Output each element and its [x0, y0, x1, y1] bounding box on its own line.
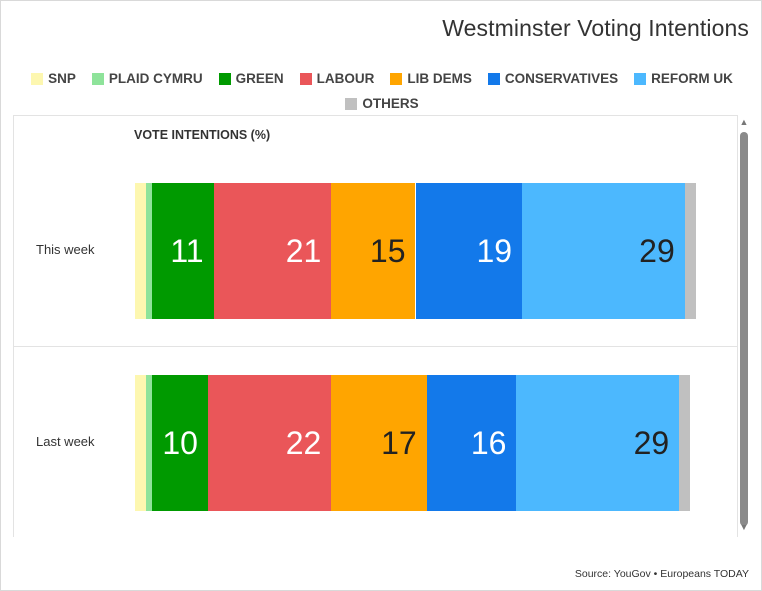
data-label: 17	[381, 425, 417, 461]
data-label: 22	[285, 425, 322, 461]
legend-swatch	[487, 72, 500, 85]
legend-item[interactable]: PLAID CYMRU	[91, 70, 203, 87]
scroll-down-icon[interactable]: ▼	[739, 522, 749, 532]
scroll-thumb[interactable]	[740, 132, 748, 526]
chart-title: Westminster Voting Intentions	[442, 15, 749, 41]
bar-segment[interactable]	[146, 183, 152, 319]
bar-segment[interactable]	[684, 183, 696, 319]
legend-item[interactable]: LABOUR	[299, 70, 375, 87]
bar-segment[interactable]	[213, 183, 332, 319]
legend-label: REFORM UK	[651, 71, 733, 86]
data-label: 16	[470, 425, 507, 461]
legend-label: LIB DEMS	[407, 71, 472, 86]
data-label: 29	[639, 233, 675, 269]
legend-swatch	[218, 72, 231, 85]
bar-segment[interactable]	[135, 375, 147, 511]
legend-label: GREEN	[235, 71, 284, 86]
bar-segment[interactable]	[207, 375, 332, 511]
legend-swatch	[390, 72, 403, 85]
legend-item[interactable]: GREEN	[218, 70, 284, 87]
bar-segment[interactable]	[415, 183, 523, 319]
legend-item[interactable]: CONSERVATIVES	[487, 70, 619, 87]
legend-swatch	[634, 72, 647, 85]
data-label: 10	[162, 425, 198, 461]
axis-title: VOTE INTENTIONS (%)	[134, 128, 271, 142]
legend-label: LABOUR	[316, 71, 375, 86]
legend-item[interactable]: SNP	[31, 70, 76, 87]
scroll-up-icon[interactable]: ▲	[739, 117, 749, 127]
source-note: Source: YouGov • Europeans TODAY	[574, 568, 749, 580]
chart-panel[interactable]: VOTE INTENTIONS (%) This week 11 21 15 19 29 L…	[13, 115, 738, 537]
legend-label: PLAID CYMRU	[108, 71, 203, 86]
data-label: 21	[285, 233, 322, 269]
legend-item[interactable]: OTHERS	[345, 95, 419, 112]
scrollbar[interactable]: ▲ ▼	[738, 115, 750, 536]
bar-segment[interactable]	[146, 375, 152, 511]
legend-label: SNP	[48, 71, 76, 86]
legend-swatch	[345, 97, 358, 110]
row-label: This week	[36, 242, 95, 257]
row-label: Last week	[36, 434, 95, 449]
data-label: 11	[170, 233, 204, 269]
data-label: 19	[476, 233, 513, 269]
legend-label: CONSERVATIVES	[504, 71, 619, 86]
legend: SNP PLAID CYMRU GREEN LABOUR LIB DEMS CONSERV…	[1, 70, 762, 112]
legend-swatch	[299, 72, 312, 85]
legend-label: OTHERS	[362, 96, 419, 111]
bar-segment[interactable]	[151, 375, 208, 511]
bar-segment[interactable]	[516, 375, 680, 511]
bar-segment[interactable]	[331, 375, 427, 511]
legend-item[interactable]: REFORM UK	[634, 70, 733, 87]
bar-segment[interactable]	[151, 183, 214, 319]
legend-swatch	[31, 72, 44, 85]
bar-segment[interactable]	[426, 375, 517, 511]
bar-segment[interactable]	[522, 183, 685, 319]
bar-segment[interactable]	[135, 183, 147, 319]
bar-segment[interactable]	[679, 375, 691, 511]
row-divider	[14, 346, 737, 347]
legend-swatch	[91, 72, 104, 85]
legend-item[interactable]: LIB DEMS	[390, 70, 472, 87]
bar-segment[interactable]	[331, 183, 416, 319]
data-label: 29	[633, 425, 670, 461]
data-label: 15	[369, 233, 406, 269]
